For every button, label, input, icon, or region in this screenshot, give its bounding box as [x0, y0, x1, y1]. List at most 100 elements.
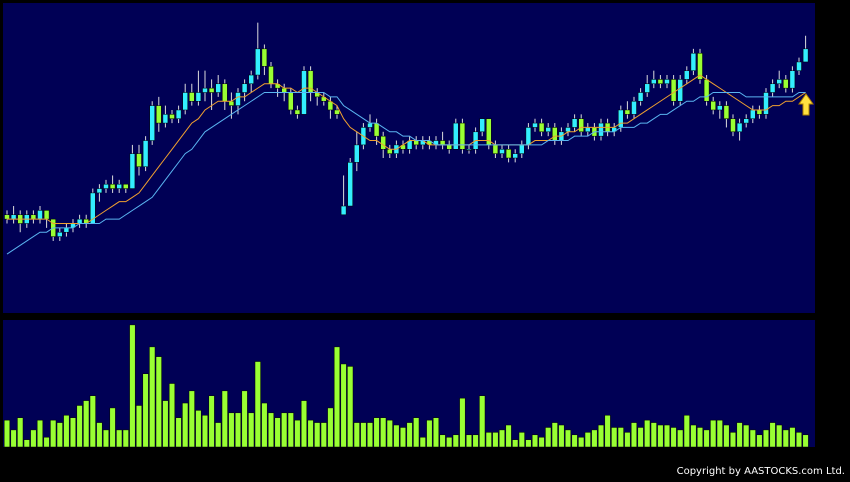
volume-bar — [30, 429, 37, 448]
volume-bar — [498, 429, 506, 448]
volume-bar — [373, 417, 380, 448]
candle-body — [571, 118, 578, 128]
volume-bar — [538, 436, 545, 448]
volume-bar — [611, 427, 618, 448]
volume-bar — [703, 429, 710, 448]
copyright: Copyright by AASTOCKS.com Ltd. — [677, 466, 845, 477]
volume-bar — [17, 417, 24, 448]
volume-bar — [446, 436, 453, 448]
volume-bar — [756, 434, 763, 448]
volume-bar — [168, 383, 176, 448]
volume-bar — [56, 422, 63, 448]
volume-bar — [241, 390, 248, 448]
volume-bar — [617, 427, 624, 448]
volume-bar — [696, 427, 704, 448]
volume-bar — [465, 434, 473, 448]
candle-body — [116, 183, 122, 189]
volume-bar — [591, 429, 598, 448]
volume-bar — [782, 429, 789, 448]
volume-bar — [505, 424, 512, 448]
volume-bar — [116, 429, 123, 448]
candle-body — [525, 127, 532, 146]
candle-body — [677, 79, 683, 102]
volume-bar — [195, 410, 202, 448]
candle-body — [505, 149, 512, 159]
candle-body — [63, 227, 70, 233]
candle-body — [109, 183, 116, 189]
candle-body — [717, 105, 723, 111]
candle-body — [334, 109, 340, 115]
candle-body — [624, 109, 631, 115]
volume-bar — [663, 424, 671, 448]
volume-bar — [406, 422, 413, 448]
volume-bar — [129, 324, 136, 448]
volume-bar — [201, 415, 209, 448]
volume-bar — [670, 427, 677, 448]
volume-bar — [234, 412, 242, 448]
candle-body — [657, 79, 664, 85]
candle-body — [294, 109, 301, 115]
volume-bar — [531, 434, 539, 448]
volume-bar — [215, 422, 222, 448]
candle-body — [578, 118, 584, 133]
volume-bar — [182, 402, 189, 448]
volume-bar — [545, 427, 552, 448]
candle-body — [103, 183, 109, 189]
volume-bar — [281, 412, 288, 448]
candle-body — [710, 100, 716, 111]
candle-body — [783, 79, 789, 89]
candle-body — [373, 122, 380, 137]
candle-body — [519, 144, 525, 154]
candle-body — [4, 214, 10, 220]
volume-bar — [347, 366, 354, 448]
volume-bar — [472, 434, 479, 448]
volume-bar — [578, 436, 585, 448]
candle-body — [195, 92, 202, 102]
volume-bar — [512, 439, 519, 448]
volume-bar — [267, 412, 275, 448]
volume-bar — [43, 436, 50, 448]
candle-body — [10, 214, 17, 220]
volume-bar — [650, 422, 657, 448]
candle-body — [565, 127, 571, 133]
volume-bar — [571, 434, 578, 448]
candle-body — [255, 48, 261, 76]
volume-bar — [597, 424, 605, 448]
candle-body — [281, 87, 287, 93]
volume-bar — [327, 407, 334, 448]
candle-body — [162, 114, 169, 124]
volume-bar — [492, 432, 499, 448]
volume-bar — [604, 415, 611, 448]
candle-body — [703, 79, 710, 102]
candle-body — [380, 135, 386, 150]
volume-bar — [769, 422, 776, 448]
candle-body — [340, 205, 347, 216]
volume-bar — [624, 432, 631, 448]
candle-body — [651, 79, 657, 85]
volume-bar — [36, 419, 44, 448]
volume-bar — [188, 390, 195, 448]
candle-body — [169, 114, 175, 119]
volume-bar — [729, 432, 737, 448]
candle-body — [730, 118, 736, 133]
candle-body — [492, 144, 499, 154]
volume-bar — [274, 417, 281, 448]
candle-body — [182, 92, 188, 111]
volume-bar — [677, 429, 684, 448]
volume-bar — [109, 407, 116, 448]
volume-bar — [208, 395, 215, 448]
volume-bar — [221, 390, 228, 448]
candle-body — [387, 149, 393, 154]
volume-bar — [340, 363, 347, 448]
volume-bar — [795, 432, 803, 448]
volume-bar — [149, 346, 156, 448]
volume-bar — [518, 432, 525, 448]
candle-body — [631, 100, 637, 115]
volume-bar — [789, 427, 796, 448]
volume-bar — [644, 419, 651, 448]
volume-bar — [776, 424, 783, 448]
candle-body — [136, 153, 142, 167]
volume-bar — [3, 419, 11, 448]
volume-bar — [743, 424, 750, 448]
